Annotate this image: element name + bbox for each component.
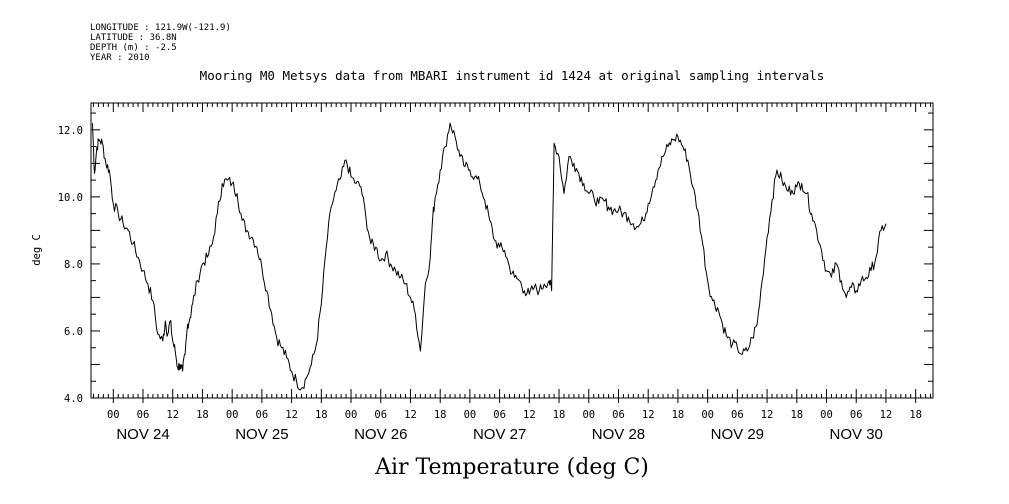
longitude-text: LONGITUDE : 121.9W(-121.9) (90, 23, 231, 33)
x-tick-label: 18 (196, 409, 209, 421)
x-tick-label: 12 (880, 409, 893, 421)
x-tick-label: 18 (553, 409, 566, 421)
x-day-label: NOV 27 (473, 426, 526, 443)
x-tick-label: 06 (850, 409, 863, 421)
x-day-label: NOV 28 (592, 426, 645, 443)
x-tick-label: 18 (790, 409, 803, 421)
x-tick-label: 12 (642, 409, 655, 421)
x-tick-label: 18 (315, 409, 328, 421)
x-day-label: NOV 24 (116, 426, 169, 443)
x-tick-label: 00 (345, 409, 358, 421)
x-tick-label: 12 (404, 409, 417, 421)
x-day-label: NOV 29 (711, 426, 764, 443)
x-day-label: NOV 30 (830, 426, 883, 443)
x-tick-label: 12 (285, 409, 298, 421)
y-axis: 4.0 6.0 8.0 10.0 12.0 (58, 112, 933, 405)
y-tick-label: 10.0 (58, 192, 83, 204)
x-tick-label: 00 (582, 409, 595, 421)
x-day-label: NOV 26 (354, 426, 407, 443)
x-tick-label: 00 (107, 409, 120, 421)
x-tick-label: 18 (909, 409, 922, 421)
y-tick-label: 8.0 (64, 259, 83, 271)
plot-frame (90, 102, 934, 399)
series-line (91, 122, 887, 391)
x-tick-label: 06 (137, 409, 150, 421)
y-axis-label: deg C (31, 234, 43, 266)
y-tick-label: 6.0 (64, 326, 83, 338)
x-tick-label: 12 (166, 409, 179, 421)
x-tick-label: 00 (820, 409, 833, 421)
x-tick-label: 06 (374, 409, 387, 421)
x-tick-label: 12 (761, 409, 774, 421)
metadata-block: LONGITUDE : 121.9W(-121.9) LATITUDE : 36… (90, 23, 231, 63)
series-layer (91, 122, 887, 391)
x-axis: 00 06 12 18 00 06 12 18 00 06 12 18 00 06 12 18 00 06 12 18… (92, 103, 932, 443)
x-tick-label: 06 (612, 409, 625, 421)
depth-text: DEPTH (m) : -2.5 (90, 43, 177, 53)
x-tick-label: 12 (523, 409, 536, 421)
x-tick-label: 18 (434, 409, 447, 421)
y-tick-label: 4.0 (64, 393, 83, 405)
x-day-label: NOV 25 (235, 426, 288, 443)
year-text: YEAR : 2010 (90, 53, 150, 63)
chart-title: Mooring M0 Metsys data from MBARI instru… (200, 68, 825, 83)
x-tick-label: 06 (493, 409, 506, 421)
latitude-text: LATITUDE : 36.8N (90, 33, 177, 43)
y-tick-label: 12.0 (58, 125, 83, 137)
x-axis-label: Air Temperature (deg C) (374, 455, 649, 480)
x-tick-label: 00 (464, 409, 477, 421)
x-tick-label: 18 (672, 409, 685, 421)
x-tick-label: 00 (226, 409, 239, 421)
x-tick-label: 06 (256, 409, 269, 421)
x-tick-label: 00 (701, 409, 714, 421)
x-tick-label: 06 (731, 409, 744, 421)
